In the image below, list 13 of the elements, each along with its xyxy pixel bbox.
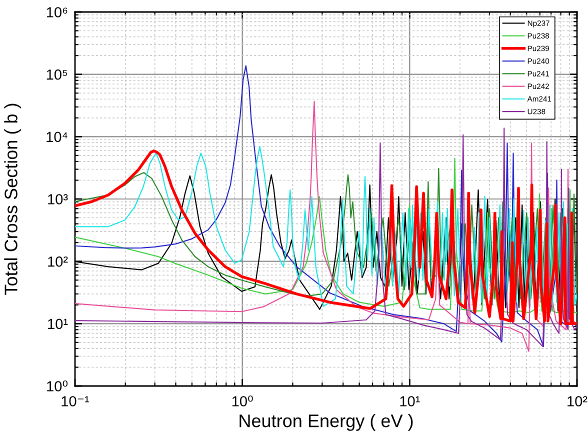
y-tick-label: 10⁰ (47, 380, 68, 392)
y-tick-label: 10⁵ (46, 69, 68, 80)
y-axis-title: Total Cross Section ( b ) (4, 104, 21, 295)
x-tick-label: 10² (568, 396, 588, 406)
y-tick-label: 10³ (48, 194, 68, 204)
x-tick-label: 10¹ (400, 396, 420, 406)
y-tick-label: 10² (48, 256, 68, 267)
y-tick-label: 10¹ (48, 318, 68, 330)
x-tick-label: 10⁻¹ (62, 396, 90, 406)
x-tick-label: 10⁰ (232, 395, 253, 406)
y-tick-label: 10⁴ (46, 132, 68, 142)
x-axis-title: Neutron Energy ( eV ) (240, 414, 413, 431)
y-tick-label: 10⁶ (46, 7, 68, 18)
